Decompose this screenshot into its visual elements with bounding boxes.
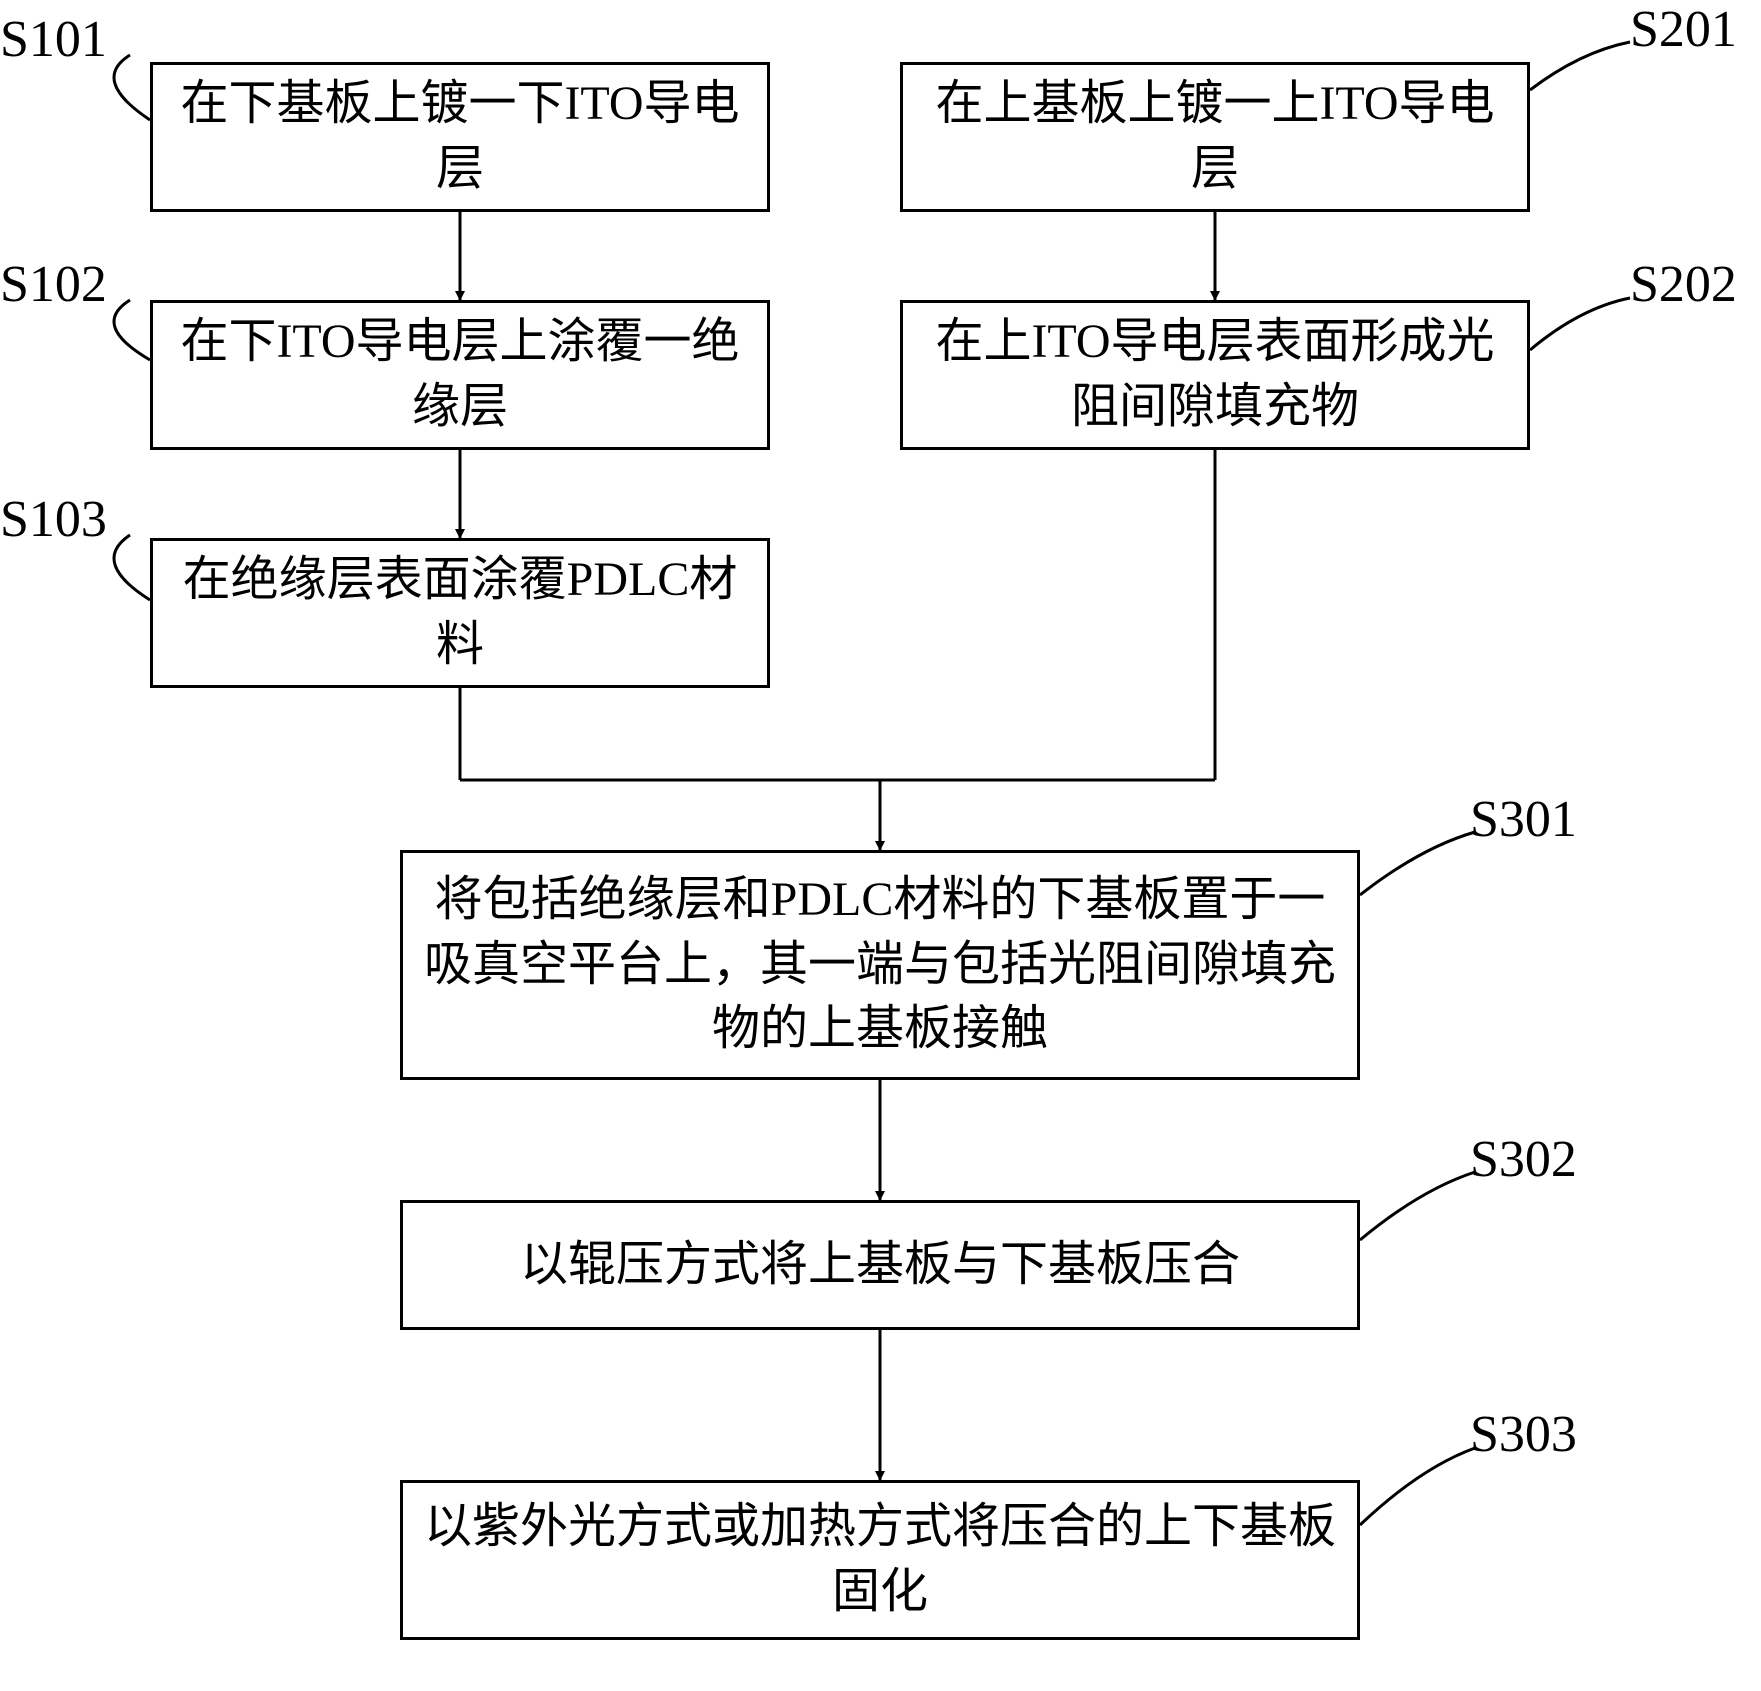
node-text: 以紫外光方式或加热方式将压合的上下基板固化 bbox=[413, 1495, 1347, 1625]
node-text: 在绝缘层表面涂覆PDLC材料 bbox=[163, 548, 757, 678]
node-text: 将包括绝缘层和PDLC材料的下基板置于一吸真空平台上，其一端与包括光阻间隙填充物… bbox=[413, 868, 1347, 1062]
node-text: 在下ITO导电层上涂覆一绝缘层 bbox=[163, 310, 757, 440]
label-s101: S101 bbox=[0, 10, 107, 69]
node-s302: 以辊压方式将上基板与下基板压合 bbox=[400, 1200, 1360, 1330]
label-s301: S301 bbox=[1470, 790, 1577, 849]
node-s303: 以紫外光方式或加热方式将压合的上下基板固化 bbox=[400, 1480, 1360, 1640]
node-text: 在上ITO导电层表面形成光阻间隙填充物 bbox=[913, 310, 1517, 440]
node-s103: 在绝缘层表面涂覆PDLC材料 bbox=[150, 538, 770, 688]
node-text: 在上基板上镀一上ITO导电层 bbox=[913, 72, 1517, 202]
node-s301: 将包括绝缘层和PDLC材料的下基板置于一吸真空平台上，其一端与包括光阻间隙填充物… bbox=[400, 850, 1360, 1080]
label-s202: S202 bbox=[1630, 255, 1737, 314]
label-s302: S302 bbox=[1470, 1130, 1577, 1189]
label-s201: S201 bbox=[1630, 0, 1737, 59]
node-s101: 在下基板上镀一下ITO导电层 bbox=[150, 62, 770, 212]
label-s103: S103 bbox=[0, 490, 107, 549]
label-s102: S102 bbox=[0, 255, 107, 314]
node-text: 以辊压方式将上基板与下基板压合 bbox=[520, 1233, 1240, 1298]
node-text: 在下基板上镀一下ITO导电层 bbox=[163, 72, 757, 202]
node-s202: 在上ITO导电层表面形成光阻间隙填充物 bbox=[900, 300, 1530, 450]
node-s201: 在上基板上镀一上ITO导电层 bbox=[900, 62, 1530, 212]
node-s102: 在下ITO导电层上涂覆一绝缘层 bbox=[150, 300, 770, 450]
label-s303: S303 bbox=[1470, 1405, 1577, 1464]
